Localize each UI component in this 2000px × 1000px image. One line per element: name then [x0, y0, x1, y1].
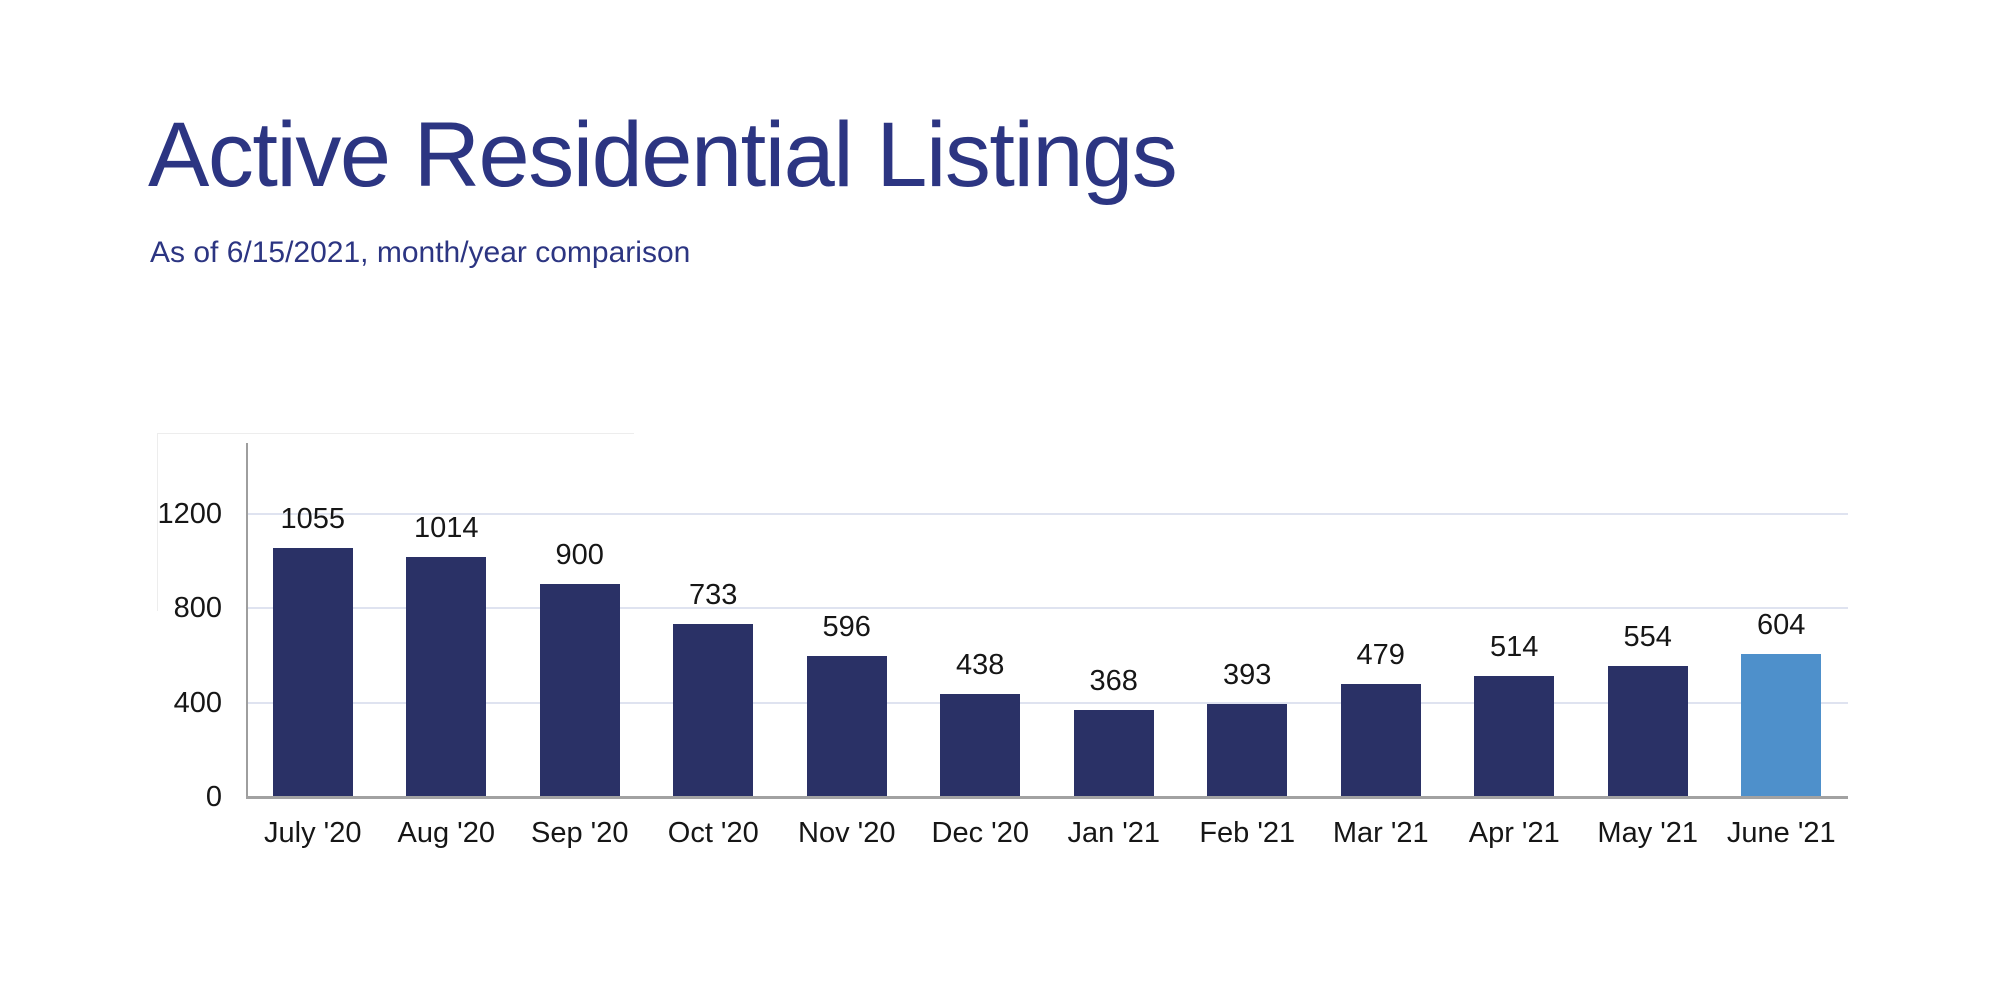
page-subtitle: As of 6/15/2021, month/year comparison	[150, 236, 691, 269]
bar-value-label: 479	[1356, 638, 1405, 671]
bar	[1607, 666, 1688, 797]
y-axis-line	[246, 443, 248, 797]
x-axis-label: Dec '20	[931, 817, 1029, 849]
page-title: Active Residential Listings	[148, 104, 1178, 206]
x-axis-label: Jan '21	[1067, 817, 1161, 849]
x-axis-label: Feb '21	[1199, 817, 1296, 849]
bar-value-label: 733	[689, 578, 738, 611]
bar-value-label: 514	[1490, 630, 1539, 663]
ghost-panel	[157, 433, 634, 611]
bar	[539, 584, 620, 797]
bar-value-label: 368	[1089, 665, 1138, 698]
x-axis-label: Oct '20	[667, 817, 759, 849]
bar-value-label: 1014	[413, 512, 479, 545]
x-axis-label: May '21	[1597, 817, 1699, 849]
gridline	[246, 607, 1848, 609]
bar	[1474, 675, 1555, 797]
bar-value-label: 438	[956, 648, 1005, 681]
y-tick-label: 800	[173, 592, 222, 624]
x-axis-label: Aug '20	[397, 817, 495, 849]
bar	[1207, 704, 1288, 797]
y-tick-label: 400	[173, 686, 222, 719]
bar	[1073, 710, 1154, 797]
bar-value-label: 393	[1223, 659, 1272, 692]
x-axis-label: Mar '21	[1332, 817, 1429, 849]
bar	[272, 547, 353, 797]
bar-value-label: 554	[1623, 621, 1672, 654]
bar	[406, 557, 487, 797]
bar-value-label: 596	[822, 611, 871, 644]
bar	[673, 623, 754, 797]
x-axis-label: Sep '20	[531, 817, 629, 849]
x-axis-label: June '21	[1726, 817, 1836, 849]
x-axis-line	[246, 796, 1848, 799]
bar	[806, 656, 887, 797]
x-axis-label: Apr '21	[1468, 817, 1560, 849]
bar	[940, 693, 1021, 797]
gridline	[246, 701, 1848, 704]
x-axis-label: Nov '20	[798, 817, 896, 849]
bar-value-label: 900	[555, 539, 604, 572]
x-axis-label: July '20	[264, 817, 362, 849]
y-tick-label: 0	[205, 781, 222, 813]
gridline	[246, 512, 1848, 515]
bar	[1741, 654, 1822, 797]
bar	[1340, 683, 1421, 797]
bar-value-label: 604	[1757, 609, 1806, 642]
y-tick-label: 1200	[157, 497, 222, 530]
bar-value-label: 1055	[280, 502, 345, 535]
